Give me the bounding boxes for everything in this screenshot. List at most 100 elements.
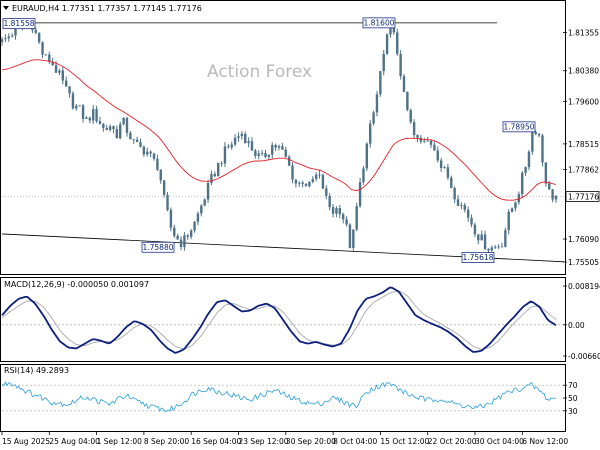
candle-body: [260, 152, 264, 154]
candle-body: [406, 91, 409, 111]
candle-body: [264, 152, 267, 157]
candle-body: [37, 32, 41, 43]
candle-body: [146, 151, 149, 155]
candle-body: [460, 205, 463, 206]
candle-body: [385, 34, 389, 54]
candle-body: [186, 235, 189, 237]
candle-body: [129, 132, 132, 140]
candle-body: [98, 121, 102, 124]
candle-body: [338, 208, 342, 215]
candle-body: [54, 65, 58, 73]
candle-body: [514, 202, 517, 209]
candle-body: [257, 153, 260, 157]
candle-body: [48, 54, 51, 62]
candle-body: [314, 174, 318, 180]
candle-body: [534, 132, 537, 135]
candle-body: [284, 149, 287, 157]
date-tick-label: 22 Oct 20:00: [428, 437, 477, 446]
candle-body: [159, 169, 162, 181]
candle-body: [362, 168, 365, 183]
candle-body: [493, 246, 497, 248]
candle-body: [396, 32, 399, 54]
macd-tick-label: 0.00: [568, 321, 585, 330]
candle-body: [51, 61, 54, 66]
date-tick-label: 8 Oct 04:00: [333, 437, 377, 446]
candle-body: [450, 177, 453, 188]
candle-body: [34, 30, 37, 33]
candle-body: [196, 213, 200, 222]
candle-body: [412, 122, 416, 136]
candle-body: [291, 165, 294, 180]
rsi-tick-label: 70: [568, 381, 578, 390]
candle-body: [85, 117, 88, 119]
date-tick-label: 6 Nov 12:00: [522, 437, 568, 446]
current-price-label: 1.77176: [568, 192, 599, 201]
price-callout-label: 1.75880: [142, 243, 173, 252]
candle-body: [156, 158, 159, 170]
date-tick-label: 15 Oct 12:00: [380, 437, 429, 446]
candle-body: [0, 39, 4, 43]
candle-body: [531, 132, 534, 152]
candle-body: [399, 53, 402, 77]
candle-body: [402, 76, 406, 92]
candle-body: [149, 151, 152, 154]
date-tick-label: 16 Sep 04:00: [191, 437, 241, 446]
candle-body: [439, 160, 443, 168]
candle-body: [369, 123, 372, 144]
candle-body: [328, 195, 331, 208]
price-tick-label: 1.79600: [568, 97, 599, 106]
candle-body: [527, 151, 531, 168]
price-callout-label: 1.81558: [3, 19, 34, 28]
ema-line: [1, 59, 557, 201]
candle-body: [456, 199, 460, 206]
candle-body: [551, 189, 554, 200]
price-callout-box: [461, 252, 495, 263]
candle-body: [321, 174, 325, 189]
date-tick-label: 15 Aug 2025: [2, 437, 50, 446]
dropdown-arrow-icon[interactable]: [3, 6, 9, 10]
macd-tick-label: -0.006604: [568, 352, 600, 361]
candle-body: [487, 248, 490, 251]
candle-body: [14, 26, 17, 36]
candle-body: [95, 109, 98, 122]
candle-body: [277, 146, 281, 148]
candle-body: [237, 136, 240, 138]
candle-body: [216, 162, 220, 177]
candle-body: [61, 70, 65, 81]
candle-body: [7, 36, 10, 39]
rsi-title: RSI(14) 49.2893: [4, 366, 69, 375]
price-axis: 1.81355 1.80380 1.79600 1.78515 1.77862 1.760…: [563, 28, 600, 267]
rsi-tick-label: 50: [568, 394, 578, 403]
macd-panel-frame: [0, 277, 566, 362]
price-callout-box: [362, 17, 396, 29]
candle-body: [247, 141, 250, 144]
candle-body: [68, 86, 71, 94]
candle-body: [210, 173, 213, 183]
candle-body: [4, 38, 7, 40]
candle-body: [88, 117, 92, 121]
candle-body: [480, 234, 483, 241]
candle-body: [227, 146, 230, 148]
price-callout-label: 1.81600: [363, 18, 394, 27]
date-tick-label: 25 Aug 04:00: [49, 437, 100, 446]
candle-body: [152, 153, 156, 159]
candle-body: [318, 174, 321, 176]
candle-body: [294, 179, 298, 184]
candle-body: [463, 205, 466, 210]
price-tick-label: 1.81355: [568, 28, 599, 37]
price-tick-label: 1.78515: [568, 140, 599, 149]
date-axis: 15 Aug 2025 25 Aug 04:001 Sep 12:00 8 Sep …: [1, 432, 568, 446]
candle-body: [274, 145, 277, 148]
candle-body: [230, 144, 233, 148]
candle-body: [179, 239, 183, 248]
candle-body: [548, 183, 551, 190]
candle-body: [44, 54, 48, 56]
candle-body: [490, 247, 494, 251]
candle-body: [443, 167, 446, 169]
price-tick-label: 1.76090: [568, 235, 599, 244]
candle-body: [267, 154, 271, 157]
macd-signal-line: [1, 290, 557, 350]
candle-body: [287, 156, 291, 166]
date-tick-label: 30 Oct 04:00: [475, 437, 524, 446]
